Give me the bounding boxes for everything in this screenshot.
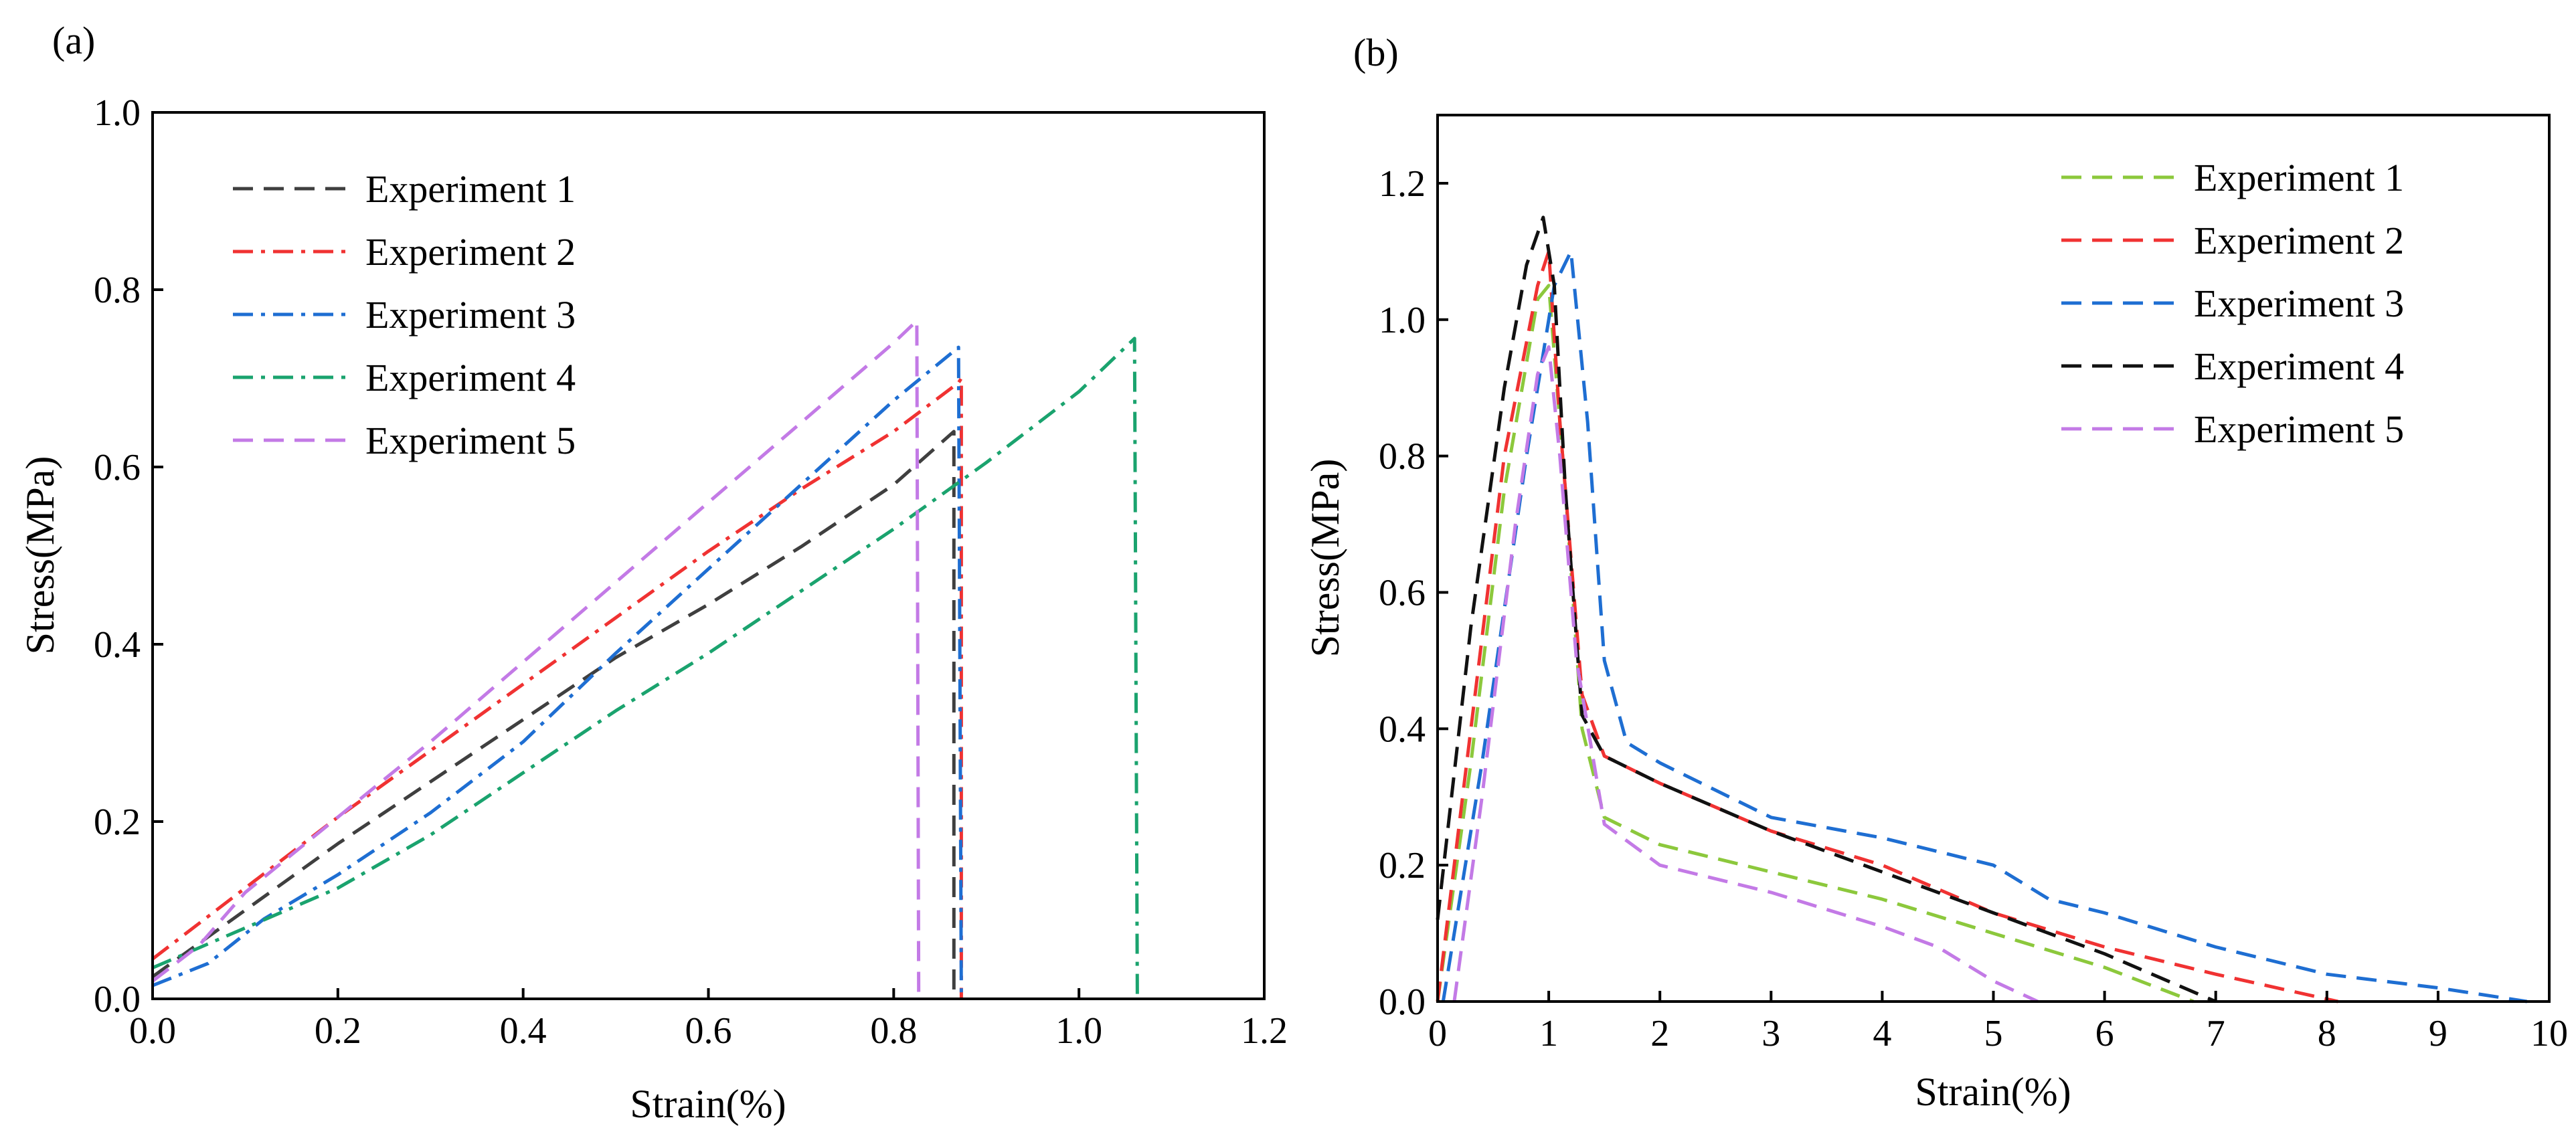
panel-b-series-line-experiment-4: [1436, 215, 2217, 1004]
panel-b-y-tick-label: 1.0: [1379, 300, 1426, 341]
panel-b-y-tick-label: 0.4: [1379, 708, 1426, 750]
panel-b-x-tick-label: 4: [1873, 1013, 1891, 1054]
panel-a-series-line-experiment-2: [151, 377, 963, 999]
panel-a-y-axis-title: Stress(MPa): [18, 456, 62, 655]
panel-a-series-line-experiment-1: [151, 430, 956, 999]
panel-a-y-tick-label: 0.6: [94, 447, 141, 488]
panel-a-x-tick-label: 1.2: [1241, 1010, 1288, 1052]
panel-b-x-tick-label: 7: [2207, 1013, 2225, 1054]
panel-a-label: (a): [52, 19, 95, 62]
panel-a-legend: Experiment 1 Experiment 2 Experiment 3 Expe…: [233, 167, 576, 462]
panel-b-legend: Experiment 1 Experiment 2 Experiment 3 Expe…: [2061, 156, 2404, 451]
panel-b-y-tick-label: 0.8: [1379, 436, 1426, 478]
panel-a-x-tick-label: 0.6: [685, 1010, 732, 1052]
panel-b-x-tick-label: 8: [2318, 1013, 2336, 1054]
panel-b-series-line-experiment-2: [1436, 250, 2338, 1004]
panel-a-x-axis-title: Strain(%): [630, 1082, 786, 1126]
panel-a-y-tick-label: 1.0: [94, 92, 141, 134]
panel-b-x-tick-label: 9: [2429, 1013, 2448, 1054]
panel-b-series-line-experiment-1: [1436, 284, 2195, 1004]
panel-a-stress-strain-chart: (a) 0.0 0.2 0.4 0.6 0.8 1.0 1.2 0.0 0.2 0.4 0.6 0.8…: [18, 19, 1288, 1126]
panel-a-legend-label-experiment-1: Experiment 1: [365, 167, 576, 211]
panel-b-x-tick-label: 1: [1539, 1013, 1558, 1054]
panel-b-stress-strain-chart: (b) 0 1 2 3 4 5 6 7 8 9 10 0.0 0.2 0.4 0.6 0.8 1.0 1.2 St…: [1303, 31, 2568, 1114]
panel-a-x-tick-label: 0.0: [129, 1010, 176, 1052]
panel-a-legend-label-experiment-4: Experiment 4: [365, 356, 576, 399]
panel-b-series-line-experiment-5: [1452, 345, 2039, 1004]
panel-b-y-tick-label: 0.6: [1379, 572, 1426, 613]
panel-b-legend-label-experiment-4: Experiment 4: [2194, 345, 2404, 388]
panel-a-x-tick-label: 0.2: [315, 1010, 361, 1052]
panel-b-y-tick-label: 0.0: [1379, 981, 1426, 1023]
panel-b-x-tick-label: 3: [1762, 1013, 1780, 1054]
panel-a-x-tick-label: 1.0: [1055, 1010, 1102, 1052]
panel-a-series-line-experiment-4: [152, 337, 1139, 1000]
panel-b-x-axis-title: Strain(%): [1915, 1070, 2071, 1114]
panel-b-legend-label-experiment-2: Experiment 2: [2194, 219, 2404, 262]
panel-a-plot-frame: [151, 111, 1266, 1000]
panel-a-y-tick-label: 0.8: [94, 270, 141, 311]
panel-b-x-tick-label: 10: [2530, 1013, 2568, 1054]
panel-b-x-tick-label: 0: [1428, 1013, 1447, 1054]
panel-a-legend-label-experiment-5: Experiment 5: [365, 419, 576, 462]
panel-a-legend-label-experiment-3: Experiment 3: [365, 293, 576, 337]
panel-a-y-tick-label: 0.4: [94, 624, 141, 666]
panel-b-label: (b): [1353, 31, 1399, 74]
panel-b-y-tick-label: 1.2: [1379, 163, 1426, 205]
panel-b-legend-label-experiment-1: Experiment 1: [2194, 156, 2404, 199]
panel-b-legend-label-experiment-3: Experiment 3: [2194, 282, 2404, 325]
panel-b-x-tick-label: 6: [2095, 1013, 2114, 1054]
panel-a-y-tick-label: 0.0: [94, 979, 141, 1020]
panel-b-legend-label-experiment-5: Experiment 5: [2194, 407, 2404, 451]
panel-b-x-tick-label: 2: [1650, 1013, 1669, 1054]
panel-b-y-tick-label: 0.2: [1379, 845, 1426, 886]
panel-b-x-tick-label: 5: [1984, 1013, 2003, 1054]
panel-a-y-tick-label: 0.2: [94, 801, 141, 843]
panel-a-x-tick-label: 0.8: [870, 1010, 917, 1052]
panel-a-legend-label-experiment-2: Experiment 2: [365, 230, 576, 274]
panel-a-x-tick-label: 0.4: [500, 1010, 547, 1052]
panel-b-series-line-experiment-3: [1441, 250, 2528, 1004]
panel-b-y-axis-title: Stress(MPa): [1303, 459, 1347, 658]
